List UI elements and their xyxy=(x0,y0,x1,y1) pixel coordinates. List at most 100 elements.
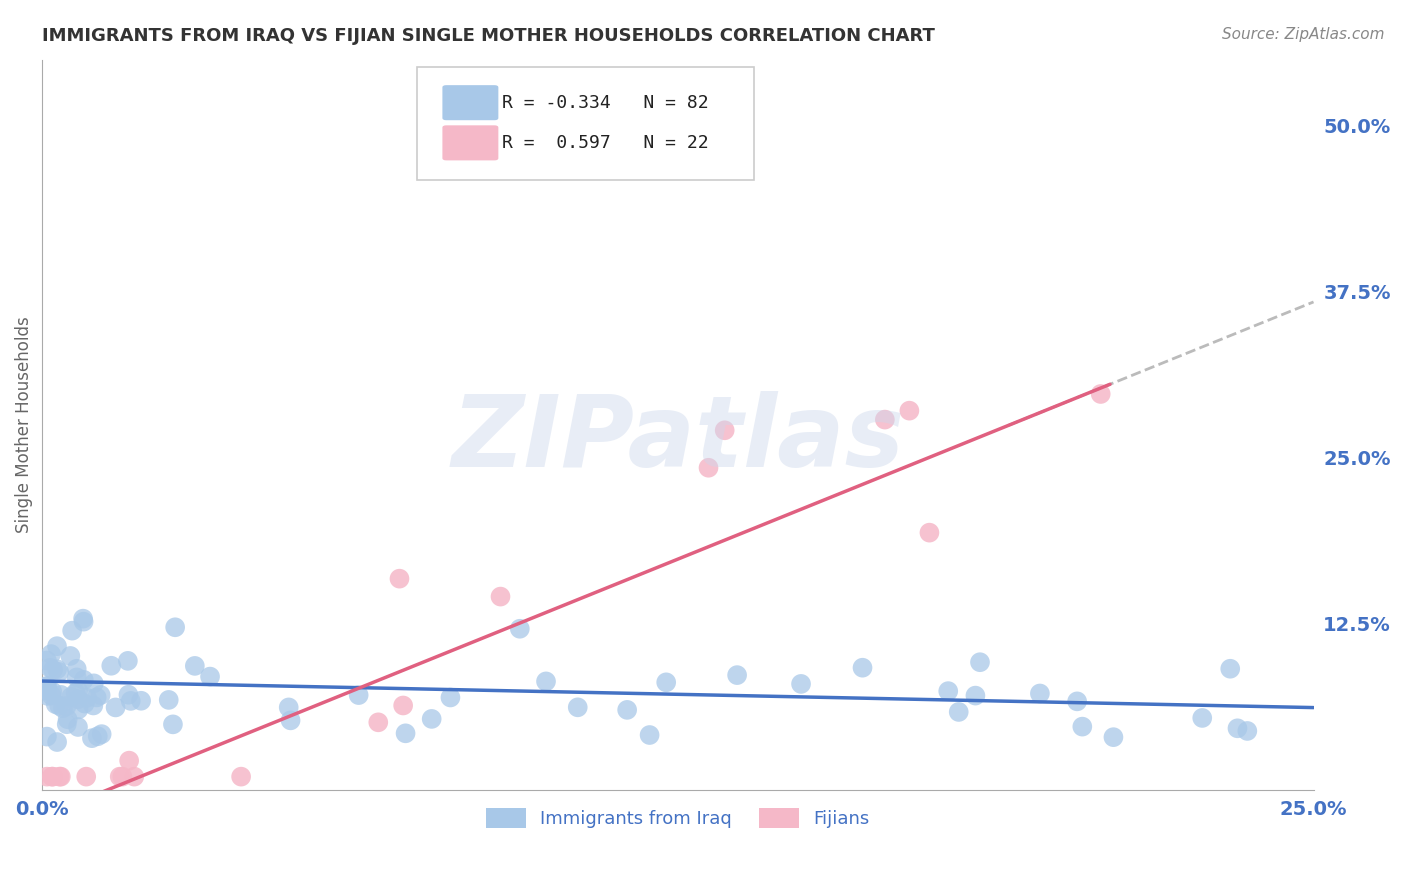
Point xyxy=(534,674,557,689)
Point xyxy=(489,590,512,604)
Point xyxy=(965,689,987,703)
Point xyxy=(969,655,991,669)
Point xyxy=(73,673,96,687)
Text: IMMIGRANTS FROM IRAQ VS FIJIAN SINGLE MOTHER HOUSEHOLDS CORRELATION CHART: IMMIGRANTS FROM IRAQ VS FIJIAN SINGLE MO… xyxy=(42,27,935,45)
Point xyxy=(90,727,112,741)
Point xyxy=(55,698,77,713)
Point xyxy=(118,754,141,768)
Point xyxy=(67,692,90,706)
Point xyxy=(873,412,896,426)
Point xyxy=(39,647,62,661)
Point xyxy=(104,700,127,714)
FancyBboxPatch shape xyxy=(443,85,498,120)
Point xyxy=(117,654,139,668)
Point xyxy=(76,690,98,705)
Point xyxy=(697,460,720,475)
Point xyxy=(157,693,180,707)
Point xyxy=(1071,720,1094,734)
Point xyxy=(75,770,97,784)
Point xyxy=(67,702,90,716)
Point xyxy=(35,680,58,694)
Point xyxy=(80,731,103,746)
Point xyxy=(439,690,461,705)
Point xyxy=(56,712,79,726)
Point xyxy=(277,700,299,714)
Point xyxy=(39,661,62,675)
Point xyxy=(35,679,58,693)
Point xyxy=(388,572,411,586)
Point xyxy=(367,715,389,730)
Point xyxy=(86,690,108,705)
Point xyxy=(111,770,134,784)
Point xyxy=(1236,723,1258,738)
Point xyxy=(35,683,58,698)
Point xyxy=(83,676,105,690)
Point xyxy=(41,684,63,698)
Point xyxy=(67,683,90,698)
Point xyxy=(638,728,661,742)
Point xyxy=(1102,730,1125,744)
Point xyxy=(49,688,72,702)
Point xyxy=(513,119,536,133)
Point xyxy=(48,770,70,784)
Point xyxy=(713,423,735,437)
Text: R = -0.334   N = 82: R = -0.334 N = 82 xyxy=(502,94,709,112)
FancyBboxPatch shape xyxy=(418,67,754,180)
Point xyxy=(162,717,184,731)
Point xyxy=(347,688,370,702)
Point xyxy=(37,689,59,703)
Point xyxy=(72,615,94,629)
Point xyxy=(898,403,921,417)
Point xyxy=(420,712,443,726)
Point xyxy=(72,612,94,626)
Point xyxy=(936,684,959,698)
Point xyxy=(90,688,112,702)
Point xyxy=(1226,721,1249,735)
Point xyxy=(394,726,416,740)
Point xyxy=(41,689,63,703)
Point xyxy=(117,688,139,702)
Y-axis label: Single Mother Households: Single Mother Households xyxy=(15,317,34,533)
Point xyxy=(42,663,65,677)
FancyBboxPatch shape xyxy=(443,126,498,161)
Point xyxy=(65,686,87,700)
Text: Source: ZipAtlas.com: Source: ZipAtlas.com xyxy=(1222,27,1385,42)
Point xyxy=(55,717,77,731)
Legend: Immigrants from Iraq, Fijians: Immigrants from Iraq, Fijians xyxy=(478,800,876,836)
Point xyxy=(52,701,75,715)
Point xyxy=(66,670,89,684)
Point xyxy=(60,624,83,638)
Point xyxy=(45,697,67,711)
Point xyxy=(41,770,63,784)
Point xyxy=(1219,662,1241,676)
Point xyxy=(165,620,187,634)
Point xyxy=(918,525,941,540)
Point xyxy=(1191,711,1213,725)
Point xyxy=(616,703,638,717)
Point xyxy=(198,670,221,684)
Text: ZIPatlas: ZIPatlas xyxy=(451,391,904,488)
Point xyxy=(567,700,589,714)
Point xyxy=(948,705,970,719)
Point xyxy=(655,675,678,690)
Point xyxy=(46,639,69,653)
Point xyxy=(48,665,70,679)
Point xyxy=(851,661,873,675)
Point xyxy=(509,622,531,636)
Point xyxy=(59,648,82,663)
Point xyxy=(120,694,142,708)
Point xyxy=(66,662,89,676)
Point xyxy=(48,698,70,713)
Point xyxy=(82,698,104,713)
Point xyxy=(49,770,72,784)
Point xyxy=(35,653,58,667)
Point xyxy=(35,730,58,744)
Text: R =  0.597   N = 22: R = 0.597 N = 22 xyxy=(502,134,709,152)
Point xyxy=(1066,694,1088,708)
Point xyxy=(46,735,69,749)
Point xyxy=(87,729,110,743)
Point xyxy=(392,698,415,713)
Point xyxy=(100,658,122,673)
Point xyxy=(184,659,207,673)
Point xyxy=(60,690,83,704)
